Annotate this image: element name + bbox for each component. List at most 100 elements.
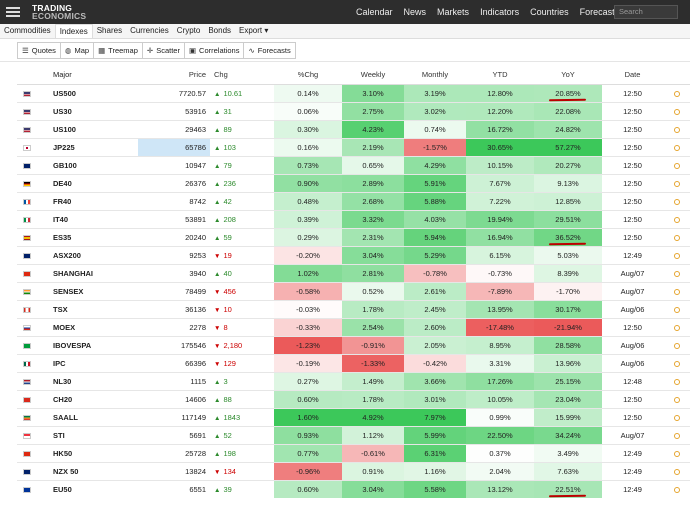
index-name[interactable]: MOEX bbox=[45, 317, 138, 336]
yoy-cell: 20.27% bbox=[534, 155, 602, 174]
ytd-cell-value: 0.99% bbox=[489, 412, 511, 422]
index-name[interactable]: IT40 bbox=[45, 209, 138, 228]
change-cell: ▲ 10.61 bbox=[210, 83, 274, 102]
table-row[interactable]: US30 53916 ▲ 31 0.06% 2.75% 3.02% 12.20% 22.08% 1… bbox=[17, 101, 690, 120]
header-date[interactable]: Date bbox=[602, 66, 663, 85]
tab-crypto[interactable]: Crypto bbox=[176, 26, 201, 35]
index-name[interactable]: GB100 bbox=[45, 155, 138, 174]
index-name[interactable]: IPC bbox=[45, 353, 138, 372]
table-row[interactable]: US100 29463 ▲ 89 0.30% 4.23% 0.74% 16.72% 24.82%… bbox=[17, 119, 690, 138]
index-name[interactable]: CH20 bbox=[45, 389, 138, 408]
date-cell: 12:50 bbox=[602, 209, 663, 228]
nav-item[interactable]: Markets bbox=[437, 7, 470, 17]
yoy-cell-value: 34.24% bbox=[555, 430, 581, 440]
index-name[interactable]: JP225 bbox=[45, 137, 138, 156]
header-chg[interactable]: Chg bbox=[210, 66, 274, 85]
table-row[interactable]: ES35 20240 ▲ 59 0.29% 2.31% 5.94% 16.94% 36.52% 1… bbox=[17, 227, 690, 246]
button-label: Quotes bbox=[31, 45, 56, 55]
treemap-button[interactable]: ▦ Treemap bbox=[93, 41, 143, 59]
table-row[interactable]: HK50 25728 ▲ 198 0.77% -0.61% 6.31% 0.37% 3.49% 1… bbox=[17, 443, 690, 462]
index-name[interactable]: DE40 bbox=[45, 173, 138, 192]
table-row[interactable]: IBOVESPA 175546 ▼ 2,180 -1.23% -0.91% 2.05% 8.9… bbox=[17, 335, 690, 354]
header-price[interactable]: Price bbox=[138, 66, 210, 85]
nav-item[interactable]: News bbox=[403, 7, 427, 17]
nav-item[interactable]: Forecasts bbox=[579, 7, 620, 17]
logo[interactable]: TRADING ECONOMICS bbox=[32, 4, 86, 21]
table-row[interactable]: TSX 36136 ▼ 10 -0.03% 1.78% 2.45% 13.95% 30.17% A… bbox=[17, 299, 690, 318]
table-row[interactable]: FR40 8742 ▲ 42 0.48% 2.68% 5.88% 7.22% 12.85% 12:… bbox=[17, 191, 690, 210]
table-row[interactable]: JP225 65786 ▲ 103 0.16% 2.19% -1.57% 30.65% 57.2… bbox=[17, 137, 690, 156]
table-row[interactable]: SENSEX 78499 ▼ 456 -0.58% 0.52% 2.61% -7.89% -1.… bbox=[17, 281, 690, 300]
index-name[interactable]: US30 bbox=[45, 101, 138, 120]
table-row[interactable]: STI 5691 ▲ 52 0.93% 1.12% 5.99% 22.50% 34.24% Aug… bbox=[17, 425, 690, 444]
tab-bonds[interactable]: Bonds bbox=[208, 26, 232, 35]
map-button[interactable]: ◍ Map bbox=[59, 41, 95, 59]
index-name[interactable]: TSX bbox=[45, 299, 138, 318]
pct-change-cell: 0.48% bbox=[274, 191, 342, 210]
clock-cell bbox=[663, 425, 690, 444]
table-row[interactable]: NL30 1115 ▲ 3 0.27% 1.49% 3.66% 17.26% 25.15% 12:… bbox=[17, 371, 690, 390]
index-name[interactable]: HK50 bbox=[45, 443, 138, 462]
table-row[interactable]: GB100 10947 ▲ 79 0.73% 0.65% 4.29% 10.15% 20.27%… bbox=[17, 155, 690, 174]
index-name[interactable]: SHANGHAI bbox=[45, 263, 138, 282]
tab-commodities[interactable]: Commodities bbox=[4, 26, 51, 35]
index-name[interactable]: IBOVESPA bbox=[45, 335, 138, 354]
header-major[interactable]: Major bbox=[45, 66, 138, 85]
change-value: 456 bbox=[223, 286, 236, 296]
flag-cell bbox=[17, 335, 45, 354]
index-name[interactable]: STI bbox=[45, 425, 138, 444]
index-name[interactable]: US100 bbox=[45, 119, 138, 138]
quotes-button[interactable]: ☰ Quotes bbox=[17, 41, 61, 59]
index-name[interactable]: US500 bbox=[45, 83, 138, 102]
index-name[interactable]: FR40 bbox=[45, 191, 138, 210]
change-value: 236 bbox=[223, 178, 236, 188]
index-name[interactable]: EU50 bbox=[45, 479, 138, 498]
table-row[interactable]: CH20 14606 ▲ 88 0.60% 1.78% 3.01% 10.05% 23.04% 1… bbox=[17, 389, 690, 408]
tab-export[interactable]: Export ▾ bbox=[239, 26, 269, 35]
nav-item[interactable]: Calendar bbox=[356, 7, 393, 17]
table-row[interactable]: EU50 6551 ▲ 39 0.60% 3.04% 5.58% 13.12% 22.51% 12… bbox=[17, 479, 690, 498]
flag-cell bbox=[17, 389, 45, 408]
table-row[interactable]: SAALL 117149 ▲ 1843 1.60% 4.92% 7.97% 0.99% 15.9… bbox=[17, 407, 690, 426]
table-row[interactable]: DE40 26376 ▲ 236 0.90% 2.89% 5.91% 7.67% 9.13% 12… bbox=[17, 173, 690, 192]
pct-change-cell: -0.20% bbox=[274, 245, 342, 264]
table-row[interactable]: US500 7720.57 ▲ 10.61 0.14% 3.10% 3.19% 12.80% 2… bbox=[17, 83, 690, 102]
nav-item[interactable]: Countries bbox=[530, 7, 569, 17]
tab-currencies[interactable]: Currencies bbox=[130, 26, 169, 35]
ytd-cell: -17.48% bbox=[466, 317, 534, 336]
flag-cell bbox=[17, 101, 45, 120]
header-ytd[interactable]: YTD bbox=[466, 66, 534, 85]
flag-cell bbox=[17, 245, 45, 264]
search-input[interactable]: Search bbox=[614, 5, 678, 19]
header-weekly[interactable]: Weekly bbox=[342, 66, 404, 85]
flag-cell bbox=[17, 209, 45, 228]
menu-icon[interactable] bbox=[6, 7, 20, 17]
table-row[interactable]: ASX200 9253 ▼ 19 -0.20% 3.04% 5.29% 6.15% 5.03% 1… bbox=[17, 245, 690, 264]
nav-item[interactable]: Indicators bbox=[480, 7, 520, 17]
correlations-button[interactable]: ▣ Correlations bbox=[183, 41, 245, 59]
header-monthly[interactable]: Monthly bbox=[404, 66, 466, 85]
index-name[interactable]: ES35 bbox=[45, 227, 138, 246]
index-name[interactable]: ASX200 bbox=[45, 245, 138, 264]
header-pct-chg[interactable]: %Chg bbox=[274, 66, 342, 85]
index-name[interactable]: NZX 50 bbox=[45, 461, 138, 480]
index-name[interactable]: SAALL bbox=[45, 407, 138, 426]
table-row[interactable]: IPC 66396 ▼ 129 -0.19% -1.33% -0.42% 3.31% 13.96… bbox=[17, 353, 690, 372]
tab-shares[interactable]: Shares bbox=[96, 26, 123, 35]
pct-change-cell-value: 1.02% bbox=[297, 268, 319, 278]
table-row[interactable]: MOEX 2278 ▼ 8 -0.33% 2.54% 2.60% -17.48% -21.94%… bbox=[17, 317, 690, 336]
index-name[interactable]: SENSEX bbox=[45, 281, 138, 300]
table-row[interactable]: SHANGHAI 3940 ▲ 40 1.02% 2.81% -0.78% -0.73% 8.3… bbox=[17, 263, 690, 282]
header-yoy[interactable]: YoY bbox=[534, 66, 602, 85]
tab-indexes[interactable]: Indexes bbox=[54, 24, 93, 38]
weekly-cell-value: 2.54% bbox=[362, 322, 384, 332]
pct-change-cell: 0.29% bbox=[274, 227, 342, 246]
table-row[interactable]: IT40 53891 ▲ 208 0.39% 3.32% 4.03% 19.94% 29.51%… bbox=[17, 209, 690, 228]
forecasts-button[interactable]: ∿ Forecasts bbox=[243, 41, 296, 59]
change-cell: ▼ 2,180 bbox=[210, 335, 274, 354]
table-row[interactable]: NZX 50 13824 ▼ 134 -0.96% 0.91% 1.16% 2.04% 7.63… bbox=[17, 461, 690, 480]
scatter-button[interactable]: ✛ Scatter bbox=[141, 41, 185, 59]
flag-ch-icon bbox=[23, 396, 31, 403]
pct-change-cell: 1.02% bbox=[274, 263, 342, 282]
index-name[interactable]: NL30 bbox=[45, 371, 138, 390]
